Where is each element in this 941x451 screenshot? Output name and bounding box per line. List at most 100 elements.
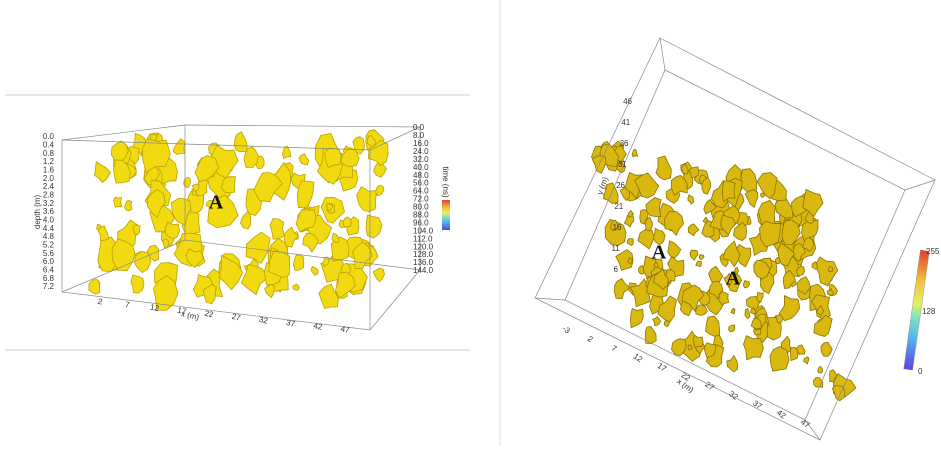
blob: [98, 226, 109, 241]
blob: [804, 357, 809, 364]
blob: [265, 285, 275, 298]
blob: [114, 197, 122, 207]
axis-label: x (m): [675, 377, 695, 395]
blob: [653, 317, 661, 326]
blob: [812, 262, 817, 270]
depth-tick-label: 7.2: [43, 282, 55, 291]
x-tick-label: 37: [751, 399, 764, 412]
blob: [630, 308, 643, 327]
blob: [664, 321, 669, 327]
annotation: A: [652, 242, 667, 264]
blob: [246, 232, 270, 263]
y-tick-label: 36: [620, 139, 629, 148]
blob: [693, 335, 703, 348]
colorbar-tick-label: 255: [926, 247, 940, 256]
blob: [299, 154, 309, 165]
blob: [690, 250, 698, 260]
x-tick-label: 2: [586, 334, 595, 344]
blob: [614, 279, 630, 299]
x-tick-label: 7: [610, 344, 619, 354]
blob: [241, 212, 251, 229]
blob: [343, 217, 351, 228]
y-tick-label: 21: [614, 202, 623, 211]
blob: [731, 308, 735, 314]
blob: [376, 185, 384, 195]
x-tick-label: 12: [149, 303, 160, 314]
x-tick-label: 7: [124, 300, 131, 310]
annotation: A: [209, 192, 224, 214]
blob: [638, 266, 644, 275]
blob: [818, 367, 823, 373]
x-tick-label: 22: [204, 309, 215, 320]
x-tick-label: 12: [632, 352, 645, 365]
x-tick-label: 47: [799, 417, 812, 430]
isosurface: [89, 130, 388, 311]
blob: [745, 190, 758, 208]
blob: [699, 254, 704, 259]
figure: 0.00.40.81.21.62.02.42.83.23.64.04.44.85…: [0, 0, 941, 446]
blob: [821, 342, 832, 356]
blob: [325, 148, 341, 167]
x-tick-label: 27: [231, 312, 242, 323]
blob: [690, 167, 699, 177]
blob: [131, 275, 144, 293]
blob: [656, 156, 672, 180]
blob: [727, 356, 738, 372]
y-tick-label: 41: [621, 118, 630, 127]
blob: [366, 215, 382, 238]
blob: [743, 281, 749, 288]
blob: [163, 239, 169, 248]
y-tick-label: 46: [623, 97, 632, 106]
blob: [319, 284, 339, 308]
blob: [135, 252, 151, 273]
time-tick-label: 144.0: [413, 266, 434, 275]
x-tick-label: 47: [340, 324, 351, 335]
blob: [293, 255, 303, 271]
y-tick-label: 6: [614, 265, 619, 274]
blob: [734, 222, 747, 240]
x-tick-label: 32: [727, 389, 740, 402]
axis-label: x (m): [180, 309, 200, 322]
blob: [757, 292, 764, 302]
blob: [815, 257, 838, 286]
blob: [729, 325, 735, 332]
blob: [234, 132, 247, 152]
blob: [696, 305, 708, 316]
x-tick-label: 37: [285, 318, 296, 329]
blob: [688, 224, 699, 236]
x-tick-label: 32: [258, 315, 269, 326]
blob: [311, 267, 318, 276]
colorbar-tick-label: 128: [922, 307, 936, 316]
blob: [696, 261, 702, 266]
colorbar: [442, 200, 450, 230]
blob: [744, 336, 764, 360]
blob: [706, 316, 720, 336]
blob: [646, 198, 661, 217]
blob: [284, 227, 298, 247]
blob: [668, 241, 681, 258]
blob: [124, 201, 132, 211]
blob: [95, 162, 111, 183]
blob: [770, 347, 789, 372]
blob: [814, 315, 832, 336]
isosurface: [591, 141, 856, 401]
axis-label: depth (m): [33, 195, 42, 230]
blob: [173, 139, 185, 155]
blob: [627, 238, 633, 245]
blob: [270, 218, 284, 239]
colorbar-tick-label: 0: [918, 367, 923, 376]
y-tick-label: 26: [616, 181, 625, 190]
blob: [297, 181, 314, 208]
y-tick-label: 11: [611, 244, 620, 253]
blob: [688, 345, 692, 350]
blob: [373, 268, 384, 282]
axis-label: time (ns): [441, 166, 450, 197]
x-tick-label: 42: [313, 321, 324, 332]
annotation: A: [726, 268, 741, 290]
y-tick-label: 31: [618, 160, 627, 169]
x-tick-label: 27: [703, 380, 716, 393]
blob: [719, 291, 729, 304]
blob: [282, 146, 290, 158]
blob: [357, 187, 377, 212]
x-tick-label: -3: [561, 324, 572, 336]
